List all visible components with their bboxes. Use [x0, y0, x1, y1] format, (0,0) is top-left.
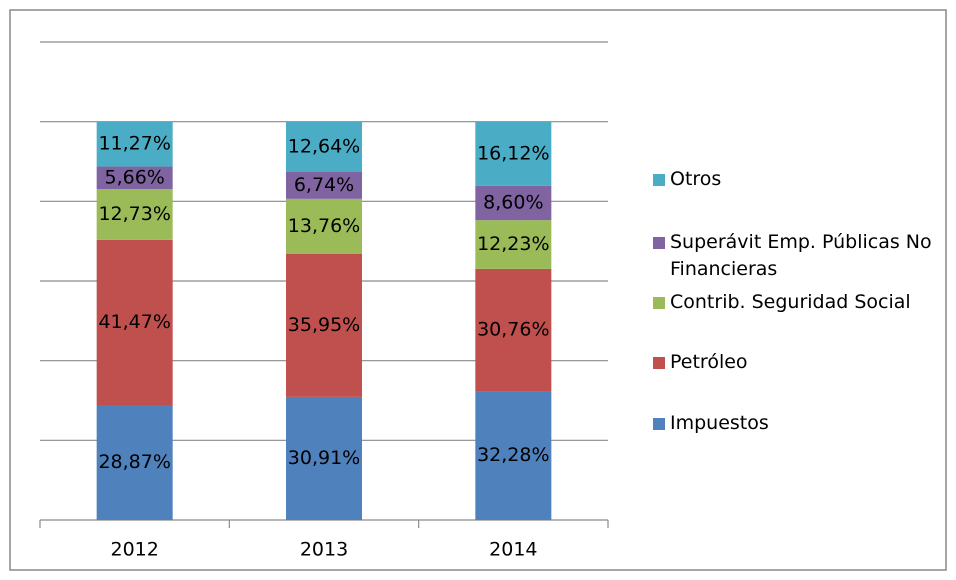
bar-segment [286, 253, 362, 397]
data-label: 11,27% [98, 133, 170, 155]
data-label: 30,91% [288, 447, 360, 469]
bar-segment [475, 220, 552, 269]
data-label: 13,76% [288, 215, 360, 237]
legend-swatch [653, 174, 665, 186]
bar-segment [286, 198, 362, 254]
legend-label: Impuestos [670, 412, 769, 434]
legend-label: Petróleo [670, 351, 748, 373]
bar-segment [475, 121, 552, 186]
legend-swatch [653, 237, 665, 249]
legend-swatch [653, 418, 665, 430]
data-label: 16,12% [477, 142, 549, 164]
data-label: 6,74% [294, 174, 354, 196]
data-label: 12,23% [477, 233, 549, 255]
bar-segment [96, 239, 173, 406]
data-label: 5,66% [104, 166, 164, 188]
x-tick-label: 2014 [489, 539, 537, 561]
bar-segment [286, 172, 362, 199]
bar-segment [96, 189, 173, 240]
bar-segment [475, 391, 552, 520]
bar-segment [286, 121, 362, 173]
data-label: 30,76% [477, 319, 549, 341]
data-label: 12,64% [288, 135, 360, 157]
legend-swatch [653, 357, 665, 369]
legend-label: Superávit Emp. Públicas No Financieras [670, 231, 932, 280]
data-label: 35,95% [288, 314, 360, 336]
data-label: 12,73% [98, 203, 170, 225]
data-label: 32,28% [477, 444, 549, 466]
bar-segment [475, 185, 552, 221]
legend-label: Otros [670, 168, 722, 190]
bar-segment [96, 121, 173, 167]
data-label: 28,87% [98, 451, 170, 473]
data-label: 8,60% [483, 192, 543, 214]
legend-label: Contrib. Seguridad Social [670, 291, 911, 313]
data-label: 41,47% [98, 311, 170, 333]
x-tick-label: 2012 [110, 539, 158, 561]
bar-segment [96, 166, 173, 190]
bar-segment [475, 268, 552, 392]
x-tick-label: 2013 [300, 539, 348, 561]
bar-segment [96, 405, 173, 520]
bar-segment [286, 396, 362, 520]
legend-swatch [653, 297, 665, 309]
